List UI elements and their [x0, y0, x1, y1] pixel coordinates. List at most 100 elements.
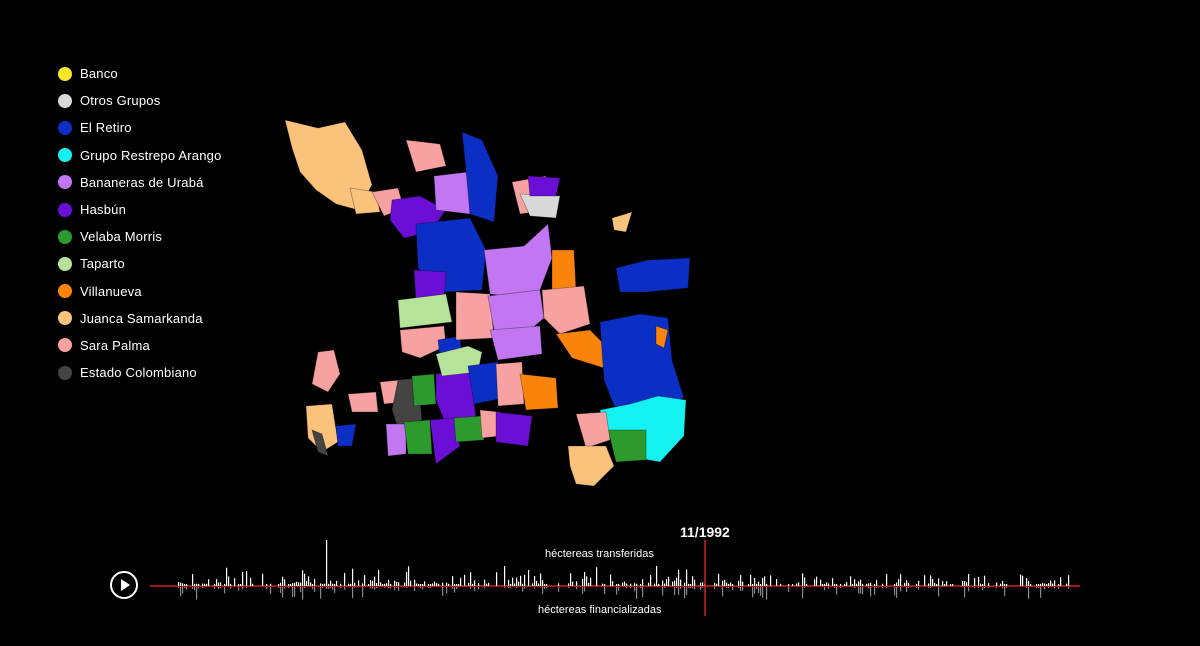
map-parcel[interactable]	[405, 139, 447, 173]
financialized-bar	[420, 587, 422, 589]
financialized-bar	[340, 587, 342, 589]
transfer-bar	[978, 576, 980, 586]
map-parcel[interactable]	[495, 361, 525, 407]
map-parcel[interactable]	[385, 423, 407, 457]
financialized-bar	[754, 587, 756, 594]
transfer-bar	[416, 583, 418, 586]
transfer-bar	[654, 583, 656, 586]
map-parcel[interactable]	[567, 445, 615, 487]
legend-item[interactable]: Bananeras de Urabá	[58, 169, 222, 196]
map-parcel[interactable]	[575, 411, 611, 449]
legend-label: Otros Grupos	[80, 93, 161, 109]
map-parcel[interactable]	[519, 373, 559, 411]
financialized-bar	[640, 587, 642, 589]
financialized-bar	[442, 587, 444, 596]
map-parcel[interactable]	[483, 223, 553, 299]
financialized-bar	[246, 587, 248, 589]
map-parcel[interactable]	[487, 289, 545, 331]
transfer-bar	[486, 583, 488, 586]
transfer-bar	[1058, 584, 1060, 586]
transfer-bar	[572, 581, 574, 586]
map-parcel[interactable]	[335, 423, 357, 447]
legend-item[interactable]: El Retiro	[58, 114, 222, 141]
transfer-bar	[250, 577, 252, 586]
financialized-bar	[510, 587, 512, 589]
transfer-bar	[928, 583, 930, 586]
map-parcel[interactable]	[397, 293, 453, 329]
map-parcel[interactable]	[429, 417, 461, 465]
transfer-bar	[762, 578, 764, 586]
legend-label: Sara Palma	[80, 337, 150, 353]
legend-item[interactable]: Velaba Morris	[58, 223, 222, 250]
map-parcel[interactable]	[411, 373, 437, 407]
transfer-bar	[904, 582, 906, 586]
transfer-bar	[1022, 575, 1024, 586]
map-parcel[interactable]	[305, 403, 339, 453]
transfer-bar	[676, 577, 678, 586]
transfer-bar	[924, 575, 926, 586]
financialized-bar	[686, 587, 688, 595]
map-parcel[interactable]	[611, 211, 633, 233]
financialized-bar	[984, 587, 986, 589]
transfer-bar	[1006, 583, 1008, 586]
transfer-bar	[358, 580, 360, 586]
map-parcel[interactable]	[655, 325, 669, 349]
transfer-bar	[770, 575, 772, 586]
transfer-bar	[418, 583, 420, 586]
transfer-bar	[270, 583, 272, 586]
map-parcel[interactable]	[461, 131, 499, 223]
legend-item[interactable]: Villanueva	[58, 278, 222, 305]
transfer-bar	[376, 582, 378, 586]
transfer-bar	[320, 583, 322, 586]
financialized-bar	[690, 587, 692, 589]
map-parcel[interactable]	[311, 429, 329, 457]
legend-item[interactable]: Hasbún	[58, 196, 222, 223]
map-parcel[interactable]	[541, 285, 591, 335]
transfer-bar	[240, 583, 242, 586]
transfer-bar	[298, 582, 300, 586]
transfer-bar	[766, 583, 768, 586]
transfer-bar	[936, 583, 938, 586]
map-parcel[interactable]	[453, 415, 485, 443]
transfer-bar	[234, 578, 236, 586]
legend-item[interactable]: Taparto	[58, 250, 222, 277]
transfer-bar	[322, 583, 324, 586]
legend-item[interactable]: Sara Palma	[58, 332, 222, 359]
map-parcel[interactable]	[527, 175, 561, 197]
map-parcel[interactable]	[607, 429, 647, 463]
legend-item[interactable]: Banco	[58, 60, 222, 87]
financialized-bar	[688, 587, 690, 589]
legend: Banco Otros Grupos El Retiro Grupo Restrepo…	[58, 60, 222, 386]
map-parcel[interactable]	[615, 257, 691, 293]
transfer-bar	[806, 583, 808, 586]
map-parcel[interactable]	[311, 349, 341, 393]
financialized-bar	[446, 587, 448, 594]
transfer-bar	[1036, 583, 1038, 586]
transfer-bar	[1050, 580, 1052, 586]
map-parcel[interactable]	[349, 187, 381, 215]
transfer-bar	[226, 567, 228, 586]
financialized-bar	[242, 587, 244, 590]
transfer-bar	[700, 582, 702, 586]
transfer-bar	[802, 573, 804, 586]
legend-item[interactable]: Juanca Samarkanda	[58, 305, 222, 332]
transfer-bar	[280, 582, 282, 586]
financialized-bar	[430, 587, 432, 589]
financialized-bar	[636, 587, 638, 600]
map-parcel[interactable]	[347, 391, 379, 413]
play-button[interactable]	[110, 571, 138, 599]
map-parcel[interactable]	[495, 411, 533, 447]
map-parcel[interactable]	[399, 325, 447, 359]
map-parcel[interactable]	[403, 419, 433, 455]
transfer-bar	[434, 581, 436, 586]
financialized-bar	[542, 587, 544, 594]
financialized-bar	[674, 587, 676, 596]
legend-item[interactable]: Grupo Restrepo Arango	[58, 142, 222, 169]
map-parcel[interactable]	[489, 325, 543, 361]
legend-item[interactable]: Estado Colombiano	[58, 359, 222, 386]
legend-swatch	[58, 66, 72, 81]
financialized-bar	[178, 587, 180, 589]
legend-item[interactable]: Otros Grupos	[58, 87, 222, 114]
